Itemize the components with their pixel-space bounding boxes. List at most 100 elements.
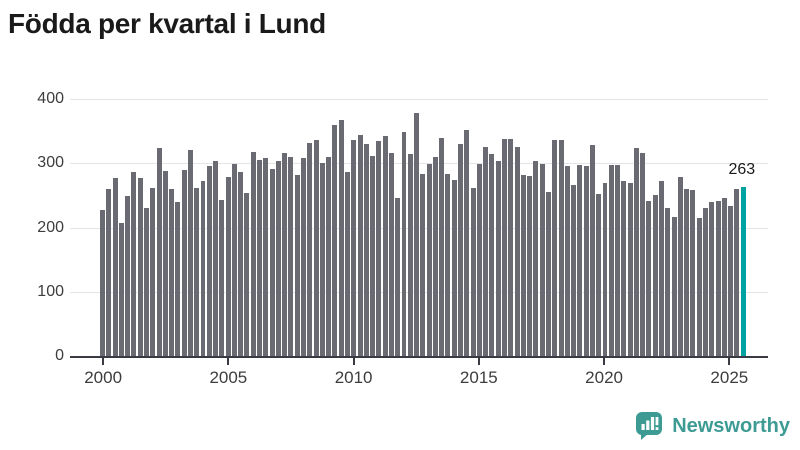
y-axis-tick-label: 0 — [55, 347, 64, 364]
bar — [696, 217, 702, 356]
bar — [502, 139, 507, 356]
bar — [219, 199, 225, 356]
bars-container — [100, 101, 746, 356]
bar — [388, 152, 394, 356]
bar — [703, 207, 708, 356]
x-axis-tick-label: 2005 — [209, 368, 248, 387]
bar — [326, 157, 332, 356]
x-axis-tick-label: 2000 — [84, 368, 123, 387]
bar — [238, 172, 244, 356]
bar — [106, 188, 112, 356]
x-axis-tick-label: 2025 — [710, 368, 749, 387]
bar — [301, 158, 306, 356]
bar — [709, 202, 715, 356]
bar — [162, 170, 168, 356]
bar-chart-speech-bubble-icon — [636, 412, 663, 440]
bar — [564, 166, 570, 356]
bar — [602, 183, 608, 356]
bar — [407, 153, 413, 356]
bar — [451, 179, 457, 356]
bar-value-label: 263 — [728, 161, 756, 179]
bar — [363, 143, 369, 356]
bar — [250, 152, 256, 356]
bar — [728, 206, 734, 356]
bar — [175, 201, 181, 356]
x-axis-tick-label: 2015 — [459, 368, 498, 387]
bar — [401, 131, 407, 356]
bar — [231, 163, 237, 356]
bar — [571, 185, 577, 356]
x-axis-tick — [603, 358, 606, 365]
bar — [213, 160, 219, 356]
bar — [476, 163, 482, 356]
bar — [652, 194, 658, 356]
bar — [432, 156, 438, 356]
newsworthy-logo-text: Newsworthy — [672, 414, 790, 437]
bar — [627, 183, 633, 356]
bar — [527, 176, 533, 356]
bar — [520, 175, 526, 356]
bar — [206, 166, 212, 356]
bar — [169, 188, 175, 356]
bar — [615, 165, 621, 356]
bar — [596, 194, 602, 356]
bar — [608, 165, 614, 356]
bar — [344, 172, 350, 356]
bar — [671, 216, 677, 356]
bar — [577, 165, 583, 356]
bar — [464, 130, 470, 356]
bar — [112, 178, 118, 356]
bar — [263, 158, 269, 356]
bar — [282, 152, 288, 356]
bar — [332, 124, 338, 356]
bar — [684, 188, 690, 356]
bar — [495, 160, 501, 356]
bar — [307, 142, 313, 356]
bar — [313, 140, 319, 356]
bar — [489, 154, 495, 356]
bar — [225, 177, 231, 356]
bar — [257, 160, 263, 356]
bar — [721, 197, 727, 356]
bar — [646, 200, 652, 356]
bar — [420, 174, 426, 356]
bar — [382, 135, 388, 356]
bar — [194, 188, 200, 356]
bar — [143, 208, 149, 356]
y-axis-tick-label: 400 — [37, 90, 64, 107]
bar — [118, 223, 124, 356]
bar — [275, 160, 281, 356]
bar — [439, 138, 445, 356]
bar — [414, 112, 420, 356]
bar — [508, 139, 514, 356]
y-axis-tick-label: 300 — [37, 154, 64, 172]
y-axis-tick-label: 100 — [37, 282, 64, 300]
y-axis-tick-label: 200 — [37, 218, 64, 236]
bar — [395, 197, 401, 356]
gridline — [70, 99, 768, 100]
bar — [150, 187, 156, 356]
bar — [294, 174, 300, 356]
bar — [470, 188, 476, 356]
bar — [131, 172, 137, 356]
newsworthy-logo: Newsworthy — [634, 411, 790, 441]
bar — [137, 178, 143, 356]
chart-title: Födda per kvartal i Lund — [8, 8, 326, 39]
bar — [690, 189, 696, 356]
bar — [100, 210, 105, 356]
bar — [156, 148, 162, 356]
bar — [181, 169, 187, 356]
bar — [351, 140, 357, 356]
bar — [319, 163, 325, 356]
bar — [483, 147, 489, 356]
bar — [640, 152, 646, 356]
x-axis-tick — [102, 358, 105, 365]
bar — [445, 174, 451, 356]
bar — [539, 163, 545, 356]
x-axis-tick — [227, 358, 230, 365]
highlighted-bar — [740, 187, 746, 356]
bar — [370, 155, 376, 356]
bar — [734, 188, 740, 356]
bar-chart-plot-area: 0 100 200 300 400 2000 2005 2010 2015 2020 2025 263 — [37, 91, 768, 387]
bar — [514, 146, 520, 356]
